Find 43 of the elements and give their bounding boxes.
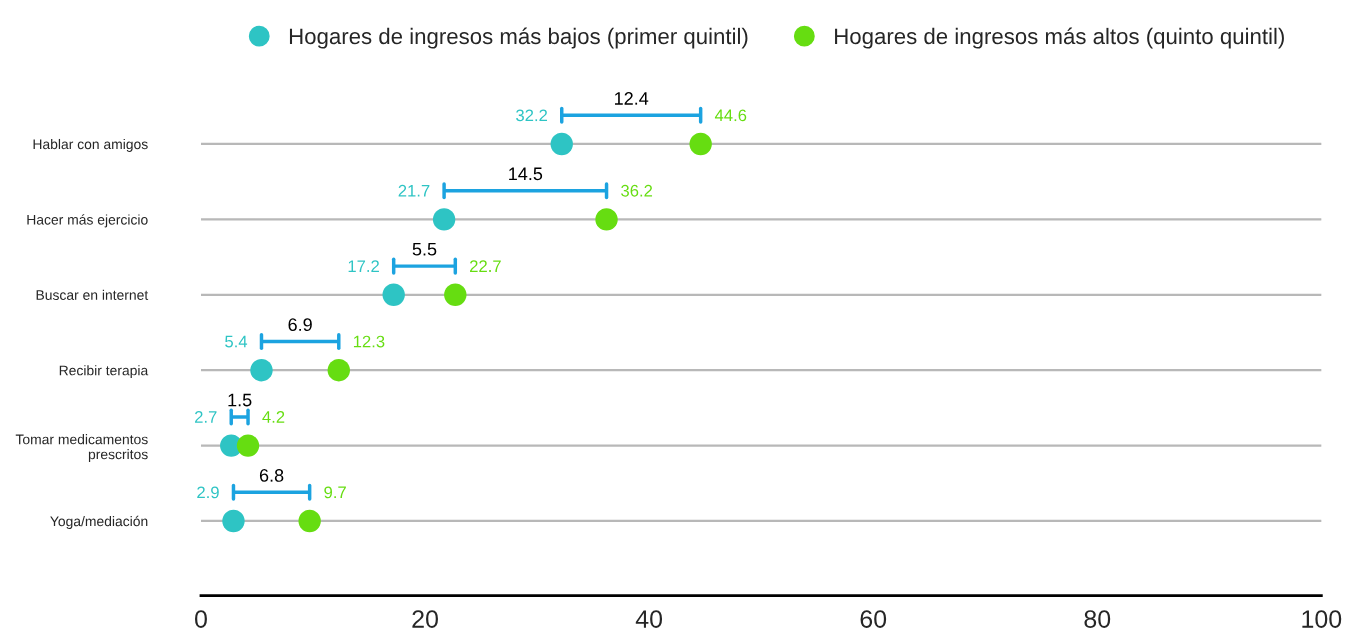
y-tick-label: Buscar en internet bbox=[36, 289, 149, 300]
data-label: 4.2 bbox=[262, 411, 285, 423]
x-tick-label: 40 bbox=[635, 610, 663, 628]
x-tick-label: 60 bbox=[860, 610, 887, 628]
point bbox=[250, 358, 273, 382]
point bbox=[236, 434, 260, 457]
text: 12.4 bbox=[615, 92, 649, 105]
legend-label: Hogares de ingresos más bajos (primer quintil) bbox=[289, 27, 748, 49]
annotation: 6.9 bbox=[288, 318, 312, 332]
data-label: 32.2 bbox=[516, 109, 548, 122]
data-label: 9.7 bbox=[324, 486, 346, 499]
annotation: 1.5 bbox=[228, 393, 252, 407]
x-tick-label: 20 bbox=[412, 610, 438, 628]
point bbox=[432, 208, 456, 231]
legend-label: Hogares de ingresos más altos (quinto quintil) bbox=[835, 27, 1284, 49]
point bbox=[444, 283, 467, 306]
y-tick-label: Hacer más ejercicio bbox=[27, 214, 148, 228]
x-tick-label: 100 bbox=[1302, 610, 1342, 628]
point bbox=[327, 358, 350, 382]
point bbox=[222, 509, 245, 533]
data-label: 36.2 bbox=[621, 184, 653, 197]
y-tick-label: Yoga/mediación bbox=[50, 515, 148, 529]
y-tick-label: Hablar con amigos bbox=[33, 138, 148, 152]
point bbox=[595, 208, 618, 231]
data-label: 5.4 bbox=[225, 335, 248, 348]
x-tick-label: 80 bbox=[1084, 610, 1111, 628]
point bbox=[550, 132, 573, 156]
data-label: 44.6 bbox=[714, 109, 747, 122]
data-label: 2.7 bbox=[195, 411, 217, 423]
annotation: 6.8 bbox=[259, 469, 284, 482]
point bbox=[382, 283, 405, 306]
data-label: 17.2 bbox=[348, 260, 379, 272]
data-label: 22.7 bbox=[470, 260, 501, 272]
y-tick-label: Recibir terapia bbox=[59, 365, 149, 379]
point bbox=[298, 509, 321, 533]
data-label: 2.9 bbox=[197, 486, 219, 499]
x-tick-label: 0 bbox=[195, 610, 207, 628]
data-label: 21.7 bbox=[398, 184, 430, 197]
point bbox=[689, 132, 712, 156]
annotation: 5.5 bbox=[412, 243, 437, 256]
data-label: 12.3 bbox=[353, 335, 385, 348]
annotation: 14.5 bbox=[509, 167, 543, 181]
y-tick-label: Tomar medicamentos prescritos bbox=[15, 434, 148, 462]
